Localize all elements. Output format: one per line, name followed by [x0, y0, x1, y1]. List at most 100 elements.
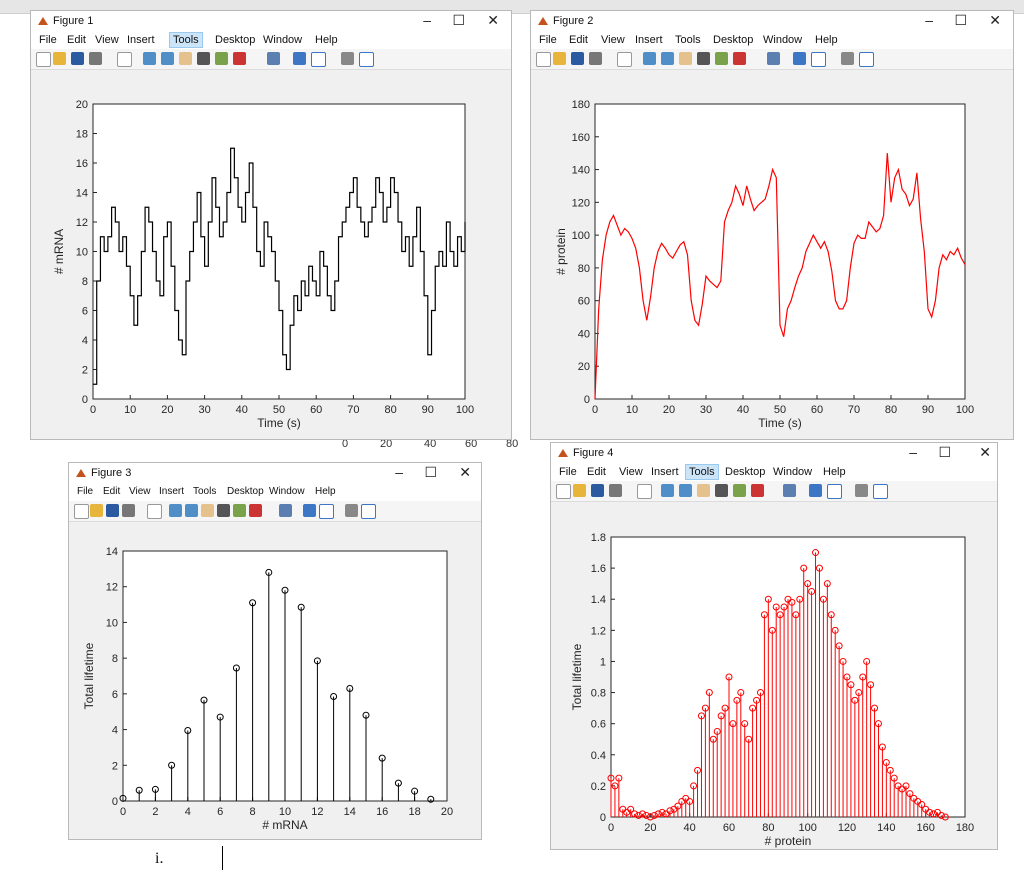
title-bar[interactable]: Figure 1 – ☐ ✕: [31, 11, 511, 31]
open-folder-icon[interactable]: [53, 52, 66, 65]
open-folder-icon[interactable]: [90, 504, 103, 517]
zoom-out-icon[interactable]: [185, 504, 198, 517]
brush-icon[interactable]: [733, 52, 746, 65]
zoom-out-icon[interactable]: [161, 52, 174, 65]
menu-help[interactable]: Help: [315, 34, 338, 46]
show-plot-tools-icon[interactable]: [859, 52, 874, 67]
pan-icon[interactable]: [679, 52, 692, 65]
maximize-button[interactable]: ☐: [954, 12, 967, 28]
show-plot-tools-icon[interactable]: [361, 504, 376, 519]
brush-icon[interactable]: [249, 504, 262, 517]
pointer-icon[interactable]: [617, 52, 632, 67]
menu-edit[interactable]: Edit: [587, 466, 606, 478]
brush-icon[interactable]: [751, 484, 764, 497]
close-button[interactable]: ✕: [487, 12, 499, 28]
rotate-icon[interactable]: [217, 504, 230, 517]
menu-view[interactable]: View: [619, 466, 643, 478]
print-icon[interactable]: [89, 52, 102, 65]
menu-window[interactable]: Window: [773, 466, 813, 478]
link-icon[interactable]: [767, 52, 780, 65]
pan-icon[interactable]: [201, 504, 214, 517]
legend-icon[interactable]: [811, 52, 826, 67]
show-plot-tools-icon[interactable]: [873, 484, 888, 499]
menu-window[interactable]: Window: [269, 486, 305, 497]
maximize-button[interactable]: ☐: [452, 12, 465, 28]
zoom-in-icon[interactable]: [643, 52, 656, 65]
data-cursor-icon[interactable]: [715, 52, 728, 65]
menu-desktop[interactable]: Desktop: [215, 34, 256, 46]
menu-file[interactable]: File: [559, 466, 577, 478]
pan-icon[interactable]: [179, 52, 192, 65]
zoom-in-icon[interactable]: [143, 52, 156, 65]
menu-tools[interactable]: Tools: [169, 32, 203, 48]
menu-tools[interactable]: Tools: [685, 464, 719, 480]
zoom-out-icon[interactable]: [661, 52, 674, 65]
pan-icon[interactable]: [697, 484, 710, 497]
hide-plot-tools-icon[interactable]: [841, 52, 854, 65]
maximize-button[interactable]: ☐: [424, 464, 437, 480]
new-file-icon[interactable]: [74, 504, 89, 519]
figure-3-window[interactable]: Figure 3 – ☐ ✕ File Edit View Insert Too…: [68, 462, 482, 840]
save-icon[interactable]: [106, 504, 119, 517]
show-plot-tools-icon[interactable]: [359, 52, 374, 67]
menu-file[interactable]: File: [39, 34, 57, 46]
minimize-button[interactable]: –: [925, 12, 933, 28]
legend-icon[interactable]: [311, 52, 326, 67]
new-file-icon[interactable]: [556, 484, 571, 499]
zoom-out-icon[interactable]: [679, 484, 692, 497]
zoom-in-icon[interactable]: [661, 484, 674, 497]
rotate-icon[interactable]: [197, 52, 210, 65]
print-icon[interactable]: [589, 52, 602, 65]
title-bar[interactable]: Figure 2 – ☐ ✕: [531, 11, 1013, 31]
menu-view[interactable]: View: [95, 34, 119, 46]
colorbar-icon[interactable]: [303, 504, 316, 517]
menu-help[interactable]: Help: [315, 486, 336, 497]
hide-plot-tools-icon[interactable]: [855, 484, 868, 497]
menu-insert[interactable]: Insert: [635, 34, 663, 46]
menu-edit[interactable]: Edit: [569, 34, 588, 46]
print-icon[interactable]: [609, 484, 622, 497]
figure-4-window[interactable]: Figure 4 – ☐ ✕ File Edit View Insert Too…: [550, 442, 998, 850]
maximize-button[interactable]: ☐: [938, 444, 951, 460]
data-cursor-icon[interactable]: [215, 52, 228, 65]
new-file-icon[interactable]: [536, 52, 551, 67]
menu-window[interactable]: Window: [763, 34, 803, 46]
open-folder-icon[interactable]: [553, 52, 566, 65]
new-file-icon[interactable]: [36, 52, 51, 67]
rotate-icon[interactable]: [697, 52, 710, 65]
menu-tools[interactable]: Tools: [193, 486, 217, 497]
save-icon[interactable]: [591, 484, 604, 497]
link-icon[interactable]: [267, 52, 280, 65]
hide-plot-tools-icon[interactable]: [341, 52, 354, 65]
brush-icon[interactable]: [233, 52, 246, 65]
minimize-button[interactable]: –: [423, 12, 431, 28]
link-icon[interactable]: [279, 504, 292, 517]
menu-edit[interactable]: Edit: [67, 34, 86, 46]
zoom-in-icon[interactable]: [169, 504, 182, 517]
legend-icon[interactable]: [319, 504, 334, 519]
menu-file[interactable]: File: [539, 34, 557, 46]
pointer-icon[interactable]: [147, 504, 162, 519]
figure-2-window[interactable]: Figure 2 – ☐ ✕ File Edit View Insert Too…: [530, 10, 1014, 440]
title-bar[interactable]: Figure 4 – ☐ ✕: [551, 443, 997, 463]
menu-view[interactable]: View: [129, 486, 151, 497]
save-icon[interactable]: [71, 52, 84, 65]
close-button[interactable]: ✕: [989, 12, 1001, 28]
colorbar-icon[interactable]: [809, 484, 822, 497]
close-button[interactable]: ✕: [459, 464, 471, 480]
menu-insert[interactable]: Insert: [159, 486, 185, 497]
menu-desktop[interactable]: Desktop: [227, 486, 264, 497]
menu-window[interactable]: Window: [263, 34, 303, 46]
menu-desktop[interactable]: Desktop: [725, 466, 766, 478]
menu-view[interactable]: View: [601, 34, 625, 46]
minimize-button[interactable]: –: [395, 464, 403, 480]
figure-1-window[interactable]: Figure 1 – ☐ ✕ File Edit View Insert Too…: [30, 10, 512, 440]
data-cursor-icon[interactable]: [733, 484, 746, 497]
title-bar[interactable]: Figure 3 – ☐ ✕: [69, 463, 481, 483]
legend-icon[interactable]: [827, 484, 842, 499]
menu-file[interactable]: File: [77, 486, 94, 497]
rotate-icon[interactable]: [715, 484, 728, 497]
print-icon[interactable]: [122, 504, 135, 517]
minimize-button[interactable]: –: [909, 444, 917, 460]
data-cursor-icon[interactable]: [233, 504, 246, 517]
